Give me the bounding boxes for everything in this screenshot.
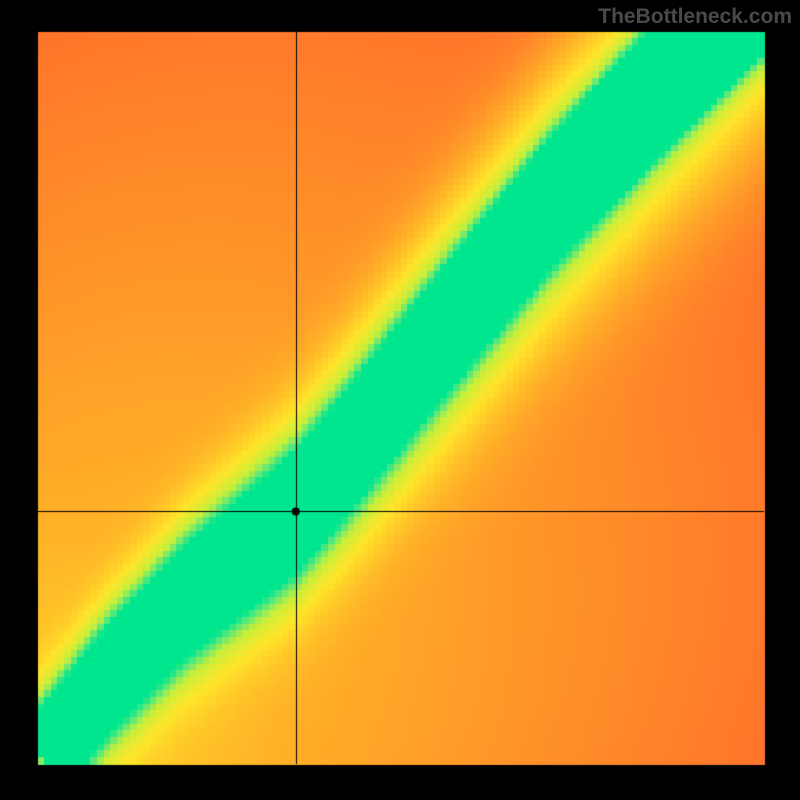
bottleneck-heatmap xyxy=(0,0,800,800)
watermark-text: TheBottleneck.com xyxy=(598,5,792,29)
chart-container: TheBottleneck.com xyxy=(0,0,800,800)
